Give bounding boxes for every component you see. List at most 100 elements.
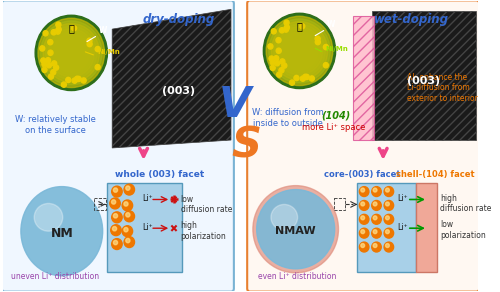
Text: W: W [327, 20, 336, 29]
Circle shape [289, 40, 310, 62]
Circle shape [373, 230, 377, 234]
Circle shape [66, 77, 71, 83]
Circle shape [40, 58, 46, 63]
Text: Li⁺: Li⁺ [398, 223, 408, 232]
Circle shape [284, 20, 289, 25]
Circle shape [279, 29, 320, 72]
Circle shape [284, 25, 290, 30]
Circle shape [294, 45, 305, 57]
Circle shape [126, 186, 130, 190]
Circle shape [279, 68, 284, 73]
Text: low
polarization: low polarization [440, 220, 486, 240]
Circle shape [124, 227, 128, 232]
Text: 🔥: 🔥 [68, 23, 74, 33]
Circle shape [87, 38, 92, 44]
Circle shape [38, 18, 104, 88]
Ellipse shape [256, 190, 334, 269]
Circle shape [43, 31, 48, 36]
Text: Al: enhance the
Li-diffusion from
exterior to interior: Al: enhance the Li-diffusion from exteri… [408, 73, 478, 102]
Circle shape [114, 214, 117, 218]
Text: NM: NM [50, 227, 73, 240]
Text: uneven Li⁺ distribution: uneven Li⁺ distribution [11, 272, 99, 281]
Text: dry-doping: dry-doping [142, 13, 215, 26]
Circle shape [274, 61, 280, 66]
FancyBboxPatch shape [108, 183, 182, 272]
Ellipse shape [21, 187, 102, 276]
Circle shape [276, 48, 281, 53]
Circle shape [112, 227, 116, 231]
Circle shape [294, 75, 299, 81]
Circle shape [284, 27, 288, 32]
Circle shape [361, 188, 364, 192]
Circle shape [112, 200, 116, 204]
Circle shape [300, 24, 305, 29]
Circle shape [114, 240, 117, 245]
Text: even Li⁺ distribution: even Li⁺ distribution [258, 272, 337, 281]
Circle shape [56, 27, 62, 32]
Circle shape [276, 38, 281, 43]
Text: core-(003) facet: core-(003) facet [324, 170, 400, 179]
Circle shape [361, 244, 364, 248]
Circle shape [361, 202, 364, 206]
Text: shell-(104) facet: shell-(104) facet [396, 170, 475, 179]
Circle shape [110, 225, 121, 236]
Circle shape [72, 26, 76, 31]
Circle shape [284, 35, 315, 67]
Circle shape [95, 46, 100, 52]
Circle shape [114, 188, 117, 192]
Circle shape [46, 26, 97, 80]
Circle shape [372, 187, 382, 197]
Ellipse shape [34, 204, 62, 231]
Text: more Li⁺ space: more Li⁺ space [302, 123, 366, 132]
Circle shape [56, 29, 60, 34]
Circle shape [386, 188, 390, 192]
Circle shape [64, 45, 79, 61]
Circle shape [269, 56, 274, 61]
Circle shape [50, 70, 56, 75]
Text: S: S [231, 124, 261, 166]
Circle shape [48, 39, 53, 45]
Text: Li⁺: Li⁺ [142, 223, 153, 232]
Circle shape [48, 50, 53, 55]
Text: Ni/Mn: Ni/Mn [97, 49, 120, 55]
Circle shape [110, 198, 120, 209]
Circle shape [266, 16, 332, 86]
Text: (003): (003) [162, 86, 196, 95]
Circle shape [266, 16, 332, 86]
Circle shape [384, 214, 394, 224]
Polygon shape [352, 16, 374, 140]
FancyBboxPatch shape [358, 183, 416, 272]
Circle shape [38, 18, 104, 88]
Text: high
diffusion rate: high diffusion rate [440, 194, 492, 213]
Circle shape [56, 37, 87, 69]
Circle shape [124, 202, 128, 206]
Circle shape [280, 59, 285, 64]
Circle shape [61, 42, 82, 64]
Circle shape [53, 34, 90, 72]
Circle shape [51, 29, 56, 35]
Circle shape [324, 44, 328, 50]
Circle shape [124, 211, 134, 222]
Circle shape [43, 24, 100, 82]
Circle shape [54, 65, 59, 70]
Circle shape [386, 202, 390, 206]
Circle shape [384, 201, 394, 210]
Circle shape [310, 76, 314, 81]
Circle shape [274, 56, 278, 61]
Circle shape [272, 22, 328, 80]
Circle shape [282, 32, 318, 70]
Circle shape [280, 28, 284, 33]
Circle shape [58, 39, 84, 67]
Circle shape [360, 187, 369, 197]
Circle shape [282, 63, 287, 68]
Circle shape [46, 62, 52, 68]
Circle shape [81, 78, 86, 83]
Circle shape [303, 74, 308, 79]
Circle shape [48, 74, 54, 79]
Circle shape [361, 230, 364, 234]
Text: (003): (003) [408, 76, 440, 86]
Circle shape [40, 21, 102, 85]
Text: Li⁺: Li⁺ [398, 194, 408, 203]
Circle shape [46, 58, 51, 63]
Circle shape [276, 27, 322, 75]
